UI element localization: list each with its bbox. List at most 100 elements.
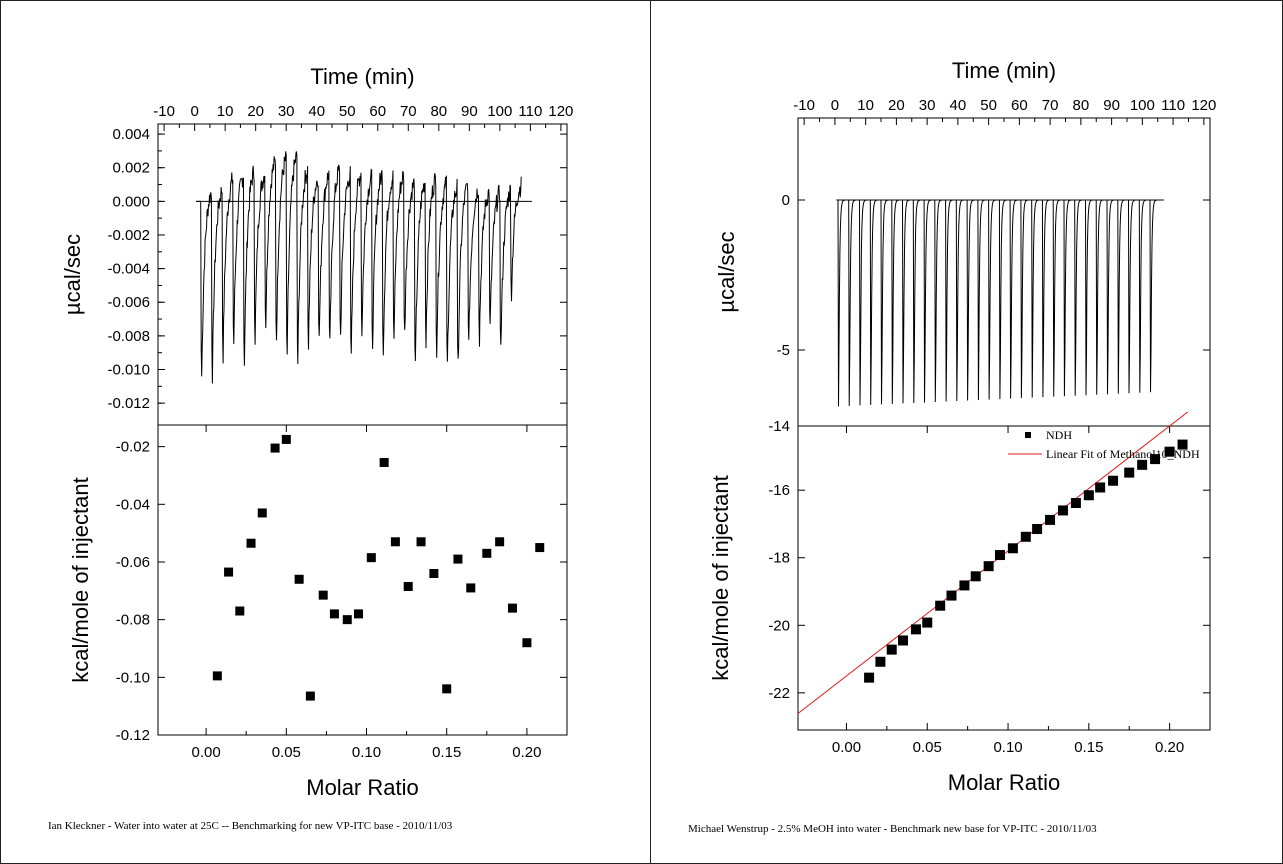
- left-data-point: [416, 537, 426, 547]
- right-data-point: [910, 624, 921, 635]
- right-data-point: [1070, 498, 1081, 509]
- left-data-point: [495, 537, 505, 547]
- left-power-tick-label: -0.006: [107, 294, 150, 311]
- right-data-point: [898, 635, 909, 646]
- right-time-tick-label: 0: [831, 97, 839, 114]
- right-time-tick-label: -10: [793, 97, 815, 114]
- right-time-axis-title: Time (min): [952, 58, 1056, 83]
- left-molar-tick-label: 0.00: [192, 744, 221, 761]
- left-data-point: [482, 548, 492, 558]
- right-data-point: [864, 672, 875, 683]
- right-time-tick-label: 20: [888, 97, 905, 114]
- right-time-tick-label: 60: [1011, 97, 1028, 114]
- right-data-point: [1124, 467, 1135, 478]
- right-time-tick-label: 100: [1130, 97, 1155, 114]
- right-molar-tick-label: 0.10: [993, 739, 1022, 756]
- left-time-tick-label: 60: [369, 103, 386, 120]
- left-heat-tick-label: -0.10: [116, 669, 150, 686]
- right-data-point: [1095, 482, 1106, 493]
- left-time-tick-label: 80: [430, 103, 447, 120]
- right-time-tick-label: 30: [919, 97, 936, 114]
- right-data-point: [970, 571, 981, 582]
- right-data-point: [1045, 514, 1056, 525]
- right-molar-tick-label: 0.20: [1155, 739, 1184, 756]
- left-molar-tick-label: 0.10: [352, 744, 381, 761]
- left-data-point: [246, 538, 256, 548]
- left-molar-axis-title: Molar Ratio: [306, 775, 418, 800]
- left-power-tick-label: -0.002: [107, 227, 150, 244]
- right-time-tick-label: 70: [1042, 97, 1059, 114]
- left-data-point: [353, 609, 363, 619]
- left-bottom-plot-frame: [157, 424, 568, 736]
- right-caption: Michael Wenstrup - 2.5% MeOH into water …: [688, 823, 1097, 835]
- right-power-tick-label: -14: [768, 418, 790, 435]
- right-bottom-plot-frame: [797, 425, 1211, 731]
- left-molar-tick-label: 0.05: [272, 744, 301, 761]
- right-data-point: [983, 561, 994, 572]
- right-heat-tick-label: -22: [768, 685, 790, 702]
- left-time-tick-label: 50: [339, 103, 356, 120]
- right-time-tick-label: 80: [1073, 97, 1090, 114]
- left-time-tick-label: 20: [247, 103, 264, 120]
- right-time-tick-label: 50: [980, 97, 997, 114]
- right-legend-label-fit: Linear Fit of Methanol10_NDH: [1046, 447, 1200, 461]
- left-data-point: [270, 443, 280, 453]
- right-time-tick-label: 110: [1161, 97, 1185, 114]
- right-data-point: [959, 580, 970, 591]
- left-heat-axis-title: kcal/mole of injectant: [68, 477, 93, 682]
- right-data-point: [1007, 543, 1018, 554]
- right-time-tick-label: 10: [857, 97, 874, 114]
- right-power-axis-title: µcal/sec: [714, 231, 739, 312]
- right-data-point: [1177, 439, 1188, 450]
- left-power-tick-label: -0.012: [107, 395, 150, 412]
- left-power-axis-title: µcal/sec: [60, 234, 85, 315]
- left-power-tick-label: -0.008: [107, 328, 150, 345]
- right-data-point: [1150, 454, 1161, 465]
- left-heat-tick-label: -0.12: [116, 727, 150, 744]
- left-data-point: [507, 603, 517, 613]
- right-data-point: [1020, 531, 1031, 542]
- left-time-tick-label: 120: [548, 103, 573, 120]
- right-data-point: [1057, 505, 1068, 516]
- right-time-tick-label: 120: [1191, 97, 1216, 114]
- left-time-tick-label: 110: [518, 103, 542, 120]
- left-data-point: [212, 671, 222, 681]
- left-power-tick-label: -0.004: [107, 261, 150, 278]
- left-power-tick-label: 0.000: [112, 193, 150, 210]
- left-data-point: [281, 434, 291, 444]
- left-heat-tick-label: -0.06: [116, 554, 150, 571]
- right-thermogram-trace: [836, 199, 1161, 407]
- right-data-point: [1164, 446, 1175, 457]
- left-data-point: [235, 606, 245, 616]
- right-data-point: [1137, 459, 1148, 470]
- left-time-axis-title: Time (min): [310, 64, 414, 89]
- left-data-point: [329, 609, 339, 619]
- right-data-point: [935, 600, 946, 611]
- right-time-tick-label: 40: [950, 97, 967, 114]
- right-molar-axis-title: Molar Ratio: [948, 770, 1060, 795]
- left-time-tick-label: 90: [461, 103, 478, 120]
- left-time-tick-label: 10: [217, 103, 234, 120]
- left-data-point: [342, 615, 352, 625]
- left-thermogram-trace: [196, 151, 522, 384]
- right-molar-tick-label: 0.05: [913, 739, 942, 756]
- left-heat-tick-label: -0.02: [116, 439, 150, 456]
- left-data-point: [522, 638, 532, 648]
- left-time-tick-label: 0: [190, 103, 198, 120]
- left-data-point: [318, 590, 328, 600]
- left-power-tick-label: 0.002: [112, 160, 150, 177]
- right-data-point: [946, 590, 957, 601]
- right-data-point: [994, 550, 1005, 561]
- left-time-tick-label: 100: [487, 103, 512, 120]
- left-data-point: [453, 554, 463, 564]
- right-data-point: [1083, 490, 1094, 501]
- right-heat-axis-title: kcal/mole of injectant: [708, 475, 733, 680]
- left-data-point: [366, 553, 376, 563]
- left-top-plot-frame: [157, 123, 568, 426]
- left-data-point: [390, 537, 400, 547]
- left-data-point: [442, 684, 452, 694]
- right-data-point: [922, 617, 933, 628]
- right-molar-tick-label: 0.00: [832, 739, 861, 756]
- left-data-point: [379, 457, 389, 467]
- left-heat-tick-label: -0.08: [116, 612, 150, 629]
